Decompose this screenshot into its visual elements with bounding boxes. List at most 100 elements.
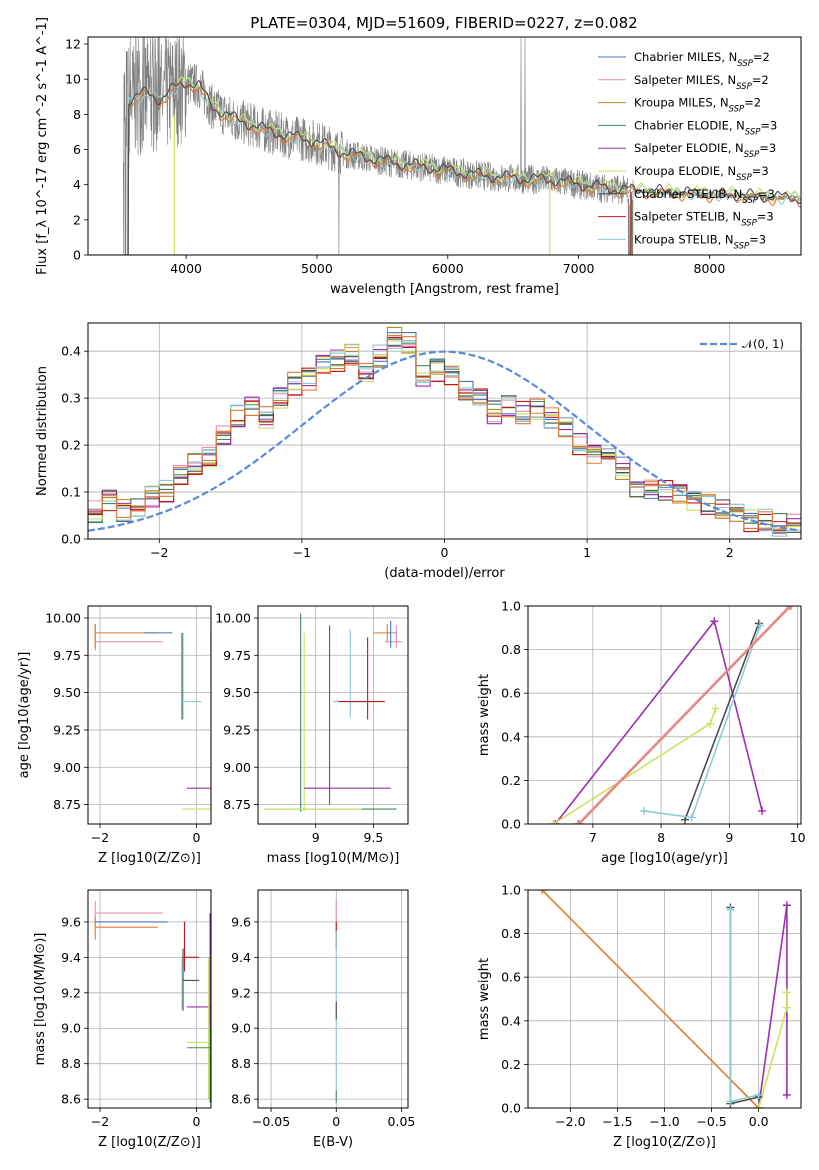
x-axis-label: age [log10(age/yr)] (601, 851, 728, 866)
x-tick-label: −2 (91, 830, 109, 845)
y-tick-label: 10.00 (45, 610, 81, 625)
y-axis-label: age [log10(age/yr)] (17, 652, 32, 779)
legend-label: Chabrier MILES, NSSP=2 (634, 50, 770, 69)
spectrum-panel: 4000 5000 6000 7000 8000 0 2 4 6 8 10 12 wavelength … (35, 17, 802, 297)
x-tick-label: 8 (657, 830, 665, 845)
histogram-step (88, 336, 801, 533)
weight-line (577, 606, 790, 824)
y-tick-label: 8.75 (223, 797, 251, 812)
y-tick-label: 2 (73, 212, 81, 227)
y-tick-label: 1.0 (501, 883, 521, 898)
weight-marker (726, 905, 735, 914)
y-tick-label: 9.00 (53, 760, 81, 775)
axes-frame (87, 36, 802, 256)
axes-frame (527, 605, 802, 825)
x-tick-label: 0.0 (749, 1114, 769, 1129)
y-tick-label: 0.4 (501, 729, 521, 744)
weight-marker (710, 617, 719, 626)
y-tick-label: 9.4 (231, 950, 251, 965)
y-tick-label: 9.4 (61, 950, 81, 965)
y-tick-label: 0.0 (501, 1101, 521, 1116)
y-tick-label: 8.8 (61, 1056, 81, 1071)
x-tick-label: 5000 (301, 261, 333, 276)
weight-line (757, 905, 788, 1108)
y-tick-label: 4 (73, 177, 81, 192)
weight-marker (711, 704, 720, 713)
y-tick-label: 0.0 (61, 532, 81, 547)
plot-area (94, 900, 211, 1103)
x-axis-label: wavelength [Angstrom, rest frame] (330, 282, 559, 297)
y-tick-label: 9.25 (53, 722, 81, 737)
weight-line (684, 623, 760, 820)
plot-area (88, 326, 801, 537)
y-tick-label: 0.8 (501, 926, 521, 941)
y-axis-label: Flux [f_λ 10^-17 erg cm^-2 s^-1 A^-1] (35, 17, 50, 275)
x-tick-label: −2 (150, 545, 168, 560)
legend-label: Salpeter ELODIE, NSSP=3 (634, 141, 776, 160)
z-age-panel: −2 0 8.75 9.00 9.25 9.50 9.75 10.00 Z [log10(Z/Z… (17, 605, 212, 866)
weight-marker (782, 1003, 791, 1012)
x-tick-label: 9.5 (363, 830, 383, 845)
weight-marker (785, 606, 794, 610)
residuals-panel: −2 −1 0 1 2 0.0 0.1 0.2 0.3 0.4 (data-model)/error… (35, 322, 802, 581)
y-tick-label: 0.6 (501, 686, 521, 701)
weight-marker (538, 890, 547, 894)
figure-title: PLATE=0304, MJD=51609, FIBERID=0227, z=0… (250, 14, 637, 32)
weight-marker (782, 988, 791, 997)
y-tick-label: 1.0 (501, 599, 521, 614)
normal-curve (88, 350, 799, 532)
y-tick-label: 0.4 (61, 344, 81, 359)
weight-marker (726, 1097, 735, 1106)
axes-frame (87, 322, 802, 540)
y-tick-label: 8.6 (231, 1092, 251, 1107)
y-tick-label: 0.4 (501, 1013, 521, 1028)
y-axis-label: mass [log10(M/M⊙)] (33, 933, 48, 1066)
spectrum-data-line (123, 37, 634, 255)
legend-label: Kroupa ELODIE, NSSP=3 (634, 164, 769, 183)
weight-marker (575, 820, 584, 824)
y-tick-label: 9.2 (231, 985, 251, 1000)
plot-area (123, 37, 801, 255)
spectrum-model-line (175, 76, 801, 202)
legend-label: Salpeter STELIB, NSSP=3 (634, 210, 774, 229)
x-tick-label: 6000 (432, 261, 464, 276)
y-tick-label: 9.2 (61, 985, 81, 1000)
x-tick-label: 2 (726, 545, 734, 560)
plot-area (263, 613, 403, 813)
weight-marker (756, 621, 765, 630)
ebv-mass-panel: −0.05 0 0.05 8.6 8.8 9.0 9.2 9.4 9.6 E(B-V) (231, 889, 416, 1150)
y-tick-label: 0.2 (61, 438, 81, 453)
weight-marker (782, 901, 791, 910)
weight-line (578, 606, 792, 824)
x-tick-label: −2 (91, 1114, 109, 1129)
weight-marker (786, 606, 795, 610)
x-tick-label: 0 (332, 1114, 340, 1129)
y-tick-label: 9.0 (231, 1021, 251, 1036)
z-mass-panel: −2 0 8.6 8.8 9.0 9.2 9.4 9.6 Z [log10(Z/Z⊙)] mass… (33, 889, 212, 1150)
x-tick-label: 10 (790, 830, 806, 845)
y-tick-label: 10 (65, 72, 81, 87)
x-tick-label: 0.05 (388, 1114, 416, 1129)
weight-line (541, 890, 760, 1108)
age-weight-panel: 7 8 9 10 0.0 0.2 0.4 0.6 0.8 1.0 age [log10(age/yr… (477, 599, 806, 867)
weight-line (729, 909, 759, 1103)
y-tick-label: 9.00 (223, 760, 251, 775)
y-tick-label: 0.3 (61, 391, 81, 406)
y-tick-label: 0.6 (501, 970, 521, 985)
axes-frame (257, 889, 409, 1109)
axes-frame (527, 889, 802, 1109)
x-tick-label: 7 (589, 830, 597, 845)
weight-marker (640, 806, 649, 815)
weight-marker (754, 1104, 763, 1108)
weight-marker (573, 820, 582, 824)
x-tick-label: 7000 (563, 261, 595, 276)
y-tick-label: 9.75 (53, 648, 81, 663)
spectrum-model-line (127, 79, 801, 255)
weight-marker (687, 813, 696, 822)
y-tick-label: 9.75 (223, 648, 251, 663)
y-axis-label: mass weight (477, 674, 492, 756)
axes-frame (87, 889, 212, 1109)
x-axis-label: Z [log10(Z/Z⊙)] (98, 851, 201, 866)
legend-label: Salpeter MILES, NSSP=2 (634, 73, 769, 92)
y-tick-label: 8 (73, 107, 81, 122)
